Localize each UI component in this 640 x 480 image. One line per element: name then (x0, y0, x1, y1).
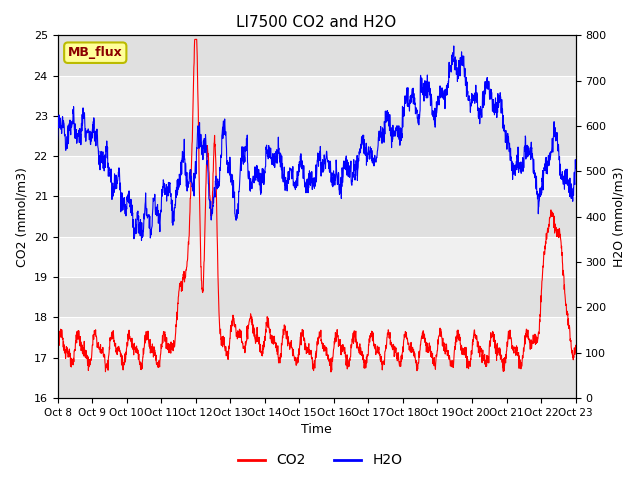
X-axis label: Time: Time (301, 423, 332, 436)
Legend: CO2, H2O: CO2, H2O (232, 448, 408, 473)
Y-axis label: H2O (mmol/m3): H2O (mmol/m3) (612, 167, 625, 267)
Y-axis label: CO2 (mmol/m3): CO2 (mmol/m3) (15, 167, 28, 266)
Bar (58, 237, 575, 277)
Bar (58, 358, 575, 398)
Bar (58, 277, 575, 317)
Bar (58, 156, 575, 196)
Bar (58, 196, 575, 237)
Bar (58, 116, 575, 156)
Bar (58, 36, 575, 76)
Bar (58, 317, 575, 358)
Title: LI7500 CO2 and H2O: LI7500 CO2 and H2O (236, 15, 397, 30)
Text: MB_flux: MB_flux (68, 46, 123, 59)
Bar (58, 76, 575, 116)
